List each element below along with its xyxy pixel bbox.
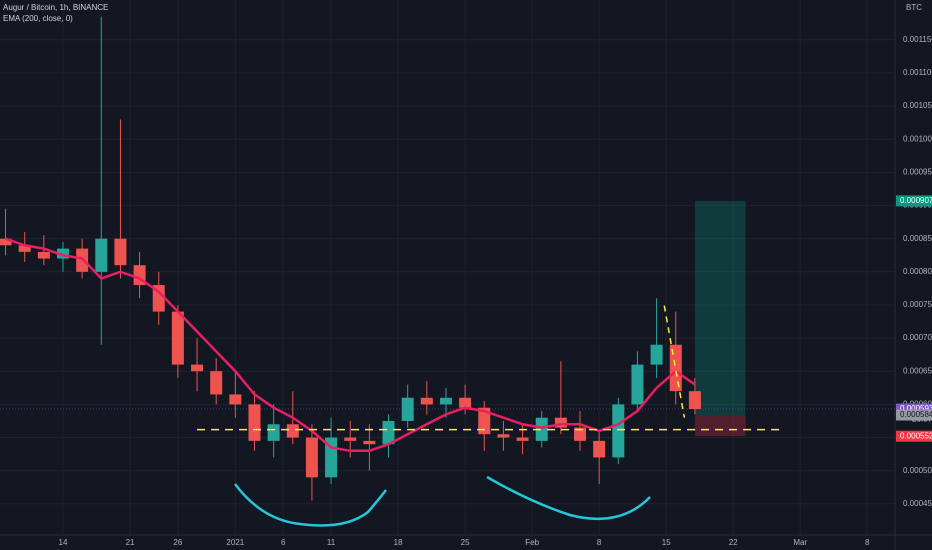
price-tag: [896, 195, 932, 207]
unit-label: BTC: [906, 3, 922, 12]
x-tick-label: 8: [597, 538, 602, 547]
candle-body: [688, 391, 701, 410]
x-tick-label: Mar: [793, 538, 807, 547]
candle-body: [631, 364, 644, 405]
candle-body: [554, 417, 567, 428]
candle-body: [420, 397, 433, 405]
candle-body: [669, 344, 682, 392]
x-tick-label: 26: [173, 538, 182, 547]
x-tick-label: 18: [394, 538, 403, 547]
candle-body: [56, 248, 69, 259]
candle-body: [516, 437, 529, 441]
candle-body: [114, 238, 127, 266]
price-axis: 0.0004500.0005000.0005500.0006000.000650…: [59, 35, 932, 547]
pattern-curve: [234, 483, 387, 527]
price-tag-label: 0.000593: [900, 404, 932, 413]
price-tag: [896, 409, 932, 421]
price-tag-label: 0.000552: [900, 431, 932, 440]
candle-body: [650, 344, 663, 365]
x-tick-label: 25: [461, 538, 470, 547]
x-tick-label: Feb: [525, 538, 539, 547]
chart-title: Augur / Bitcoin, 1h, BINANCE: [3, 3, 108, 12]
candle-body: [612, 404, 625, 458]
x-tick-label: 14: [59, 538, 68, 547]
y-tick-label: 0.001150: [903, 35, 932, 44]
candle-body: [305, 437, 318, 478]
candle-body: [210, 371, 223, 395]
indicator-label: EMA (200, close, 0): [3, 14, 73, 23]
candle-body: [191, 364, 204, 372]
candle-body: [439, 397, 452, 405]
candle-body: [497, 434, 510, 438]
candle-body: [37, 251, 50, 259]
candle-body: [171, 311, 184, 365]
x-tick-label: 2021: [226, 538, 244, 547]
price-tag: [896, 430, 932, 442]
x-tick-label: 6: [281, 538, 286, 547]
candle-body: [0, 238, 12, 246]
candle-body: [382, 420, 395, 445]
candle-body: [363, 440, 376, 445]
ema-line: [5, 237, 696, 453]
x-tick-label: 11: [327, 538, 336, 547]
profit-zone: [694, 200, 746, 416]
price-tag: [896, 403, 932, 415]
candle-body: [574, 427, 587, 441]
x-tick-label: 22: [729, 538, 738, 547]
x-tick-label: 15: [662, 538, 671, 547]
candle-body: [593, 440, 606, 458]
candle-body: [95, 238, 108, 272]
candle-body: [459, 397, 472, 408]
candle-body: [248, 404, 261, 441]
grid: [0, 0, 895, 535]
candle-body: [18, 245, 31, 252]
candle-body: [401, 397, 414, 421]
candle-body: [344, 437, 357, 441]
x-tick-label: 8: [865, 538, 870, 547]
x-tick-label: 21: [126, 538, 135, 547]
candle-body: [535, 417, 548, 441]
price-tag-label: 0.000584: [900, 410, 932, 419]
trend-line: [663, 305, 686, 418]
candle-body: [267, 424, 280, 441]
candle-body: [229, 394, 242, 405]
candle-body: [286, 424, 299, 438]
candle-body: [478, 407, 491, 435]
plot: [0, 16, 895, 501]
candle-body: [152, 285, 165, 312]
loss-zone: [694, 415, 746, 437]
price-tag-label: 0.000907: [900, 196, 932, 205]
pattern-curve: [486, 475, 651, 521]
